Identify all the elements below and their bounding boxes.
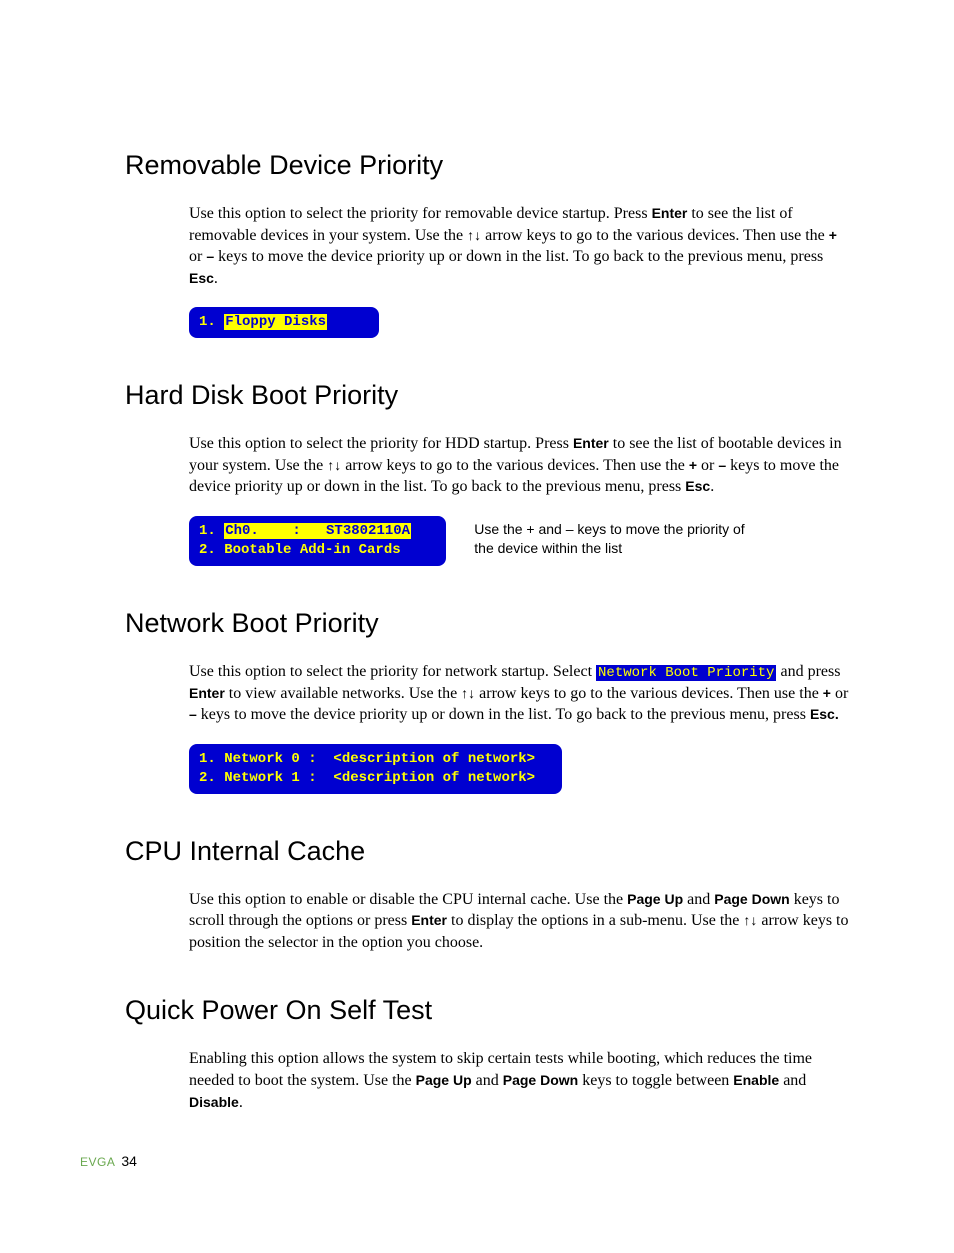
- text: arrow keys to go to the various devices.…: [341, 457, 689, 474]
- inline-label-network: Network Boot Priority: [596, 665, 776, 681]
- key-enter: Enter: [573, 435, 609, 451]
- bios-item-selected: Floppy Disks: [224, 314, 327, 330]
- bios-line2: 2. Bootable Add-in Cards: [199, 542, 401, 558]
- bios-pad: [327, 314, 369, 330]
- bios-item-selected: Ch0. : ST3802110A: [224, 523, 411, 539]
- key-esc: Esc: [685, 478, 710, 494]
- key-minus: –: [718, 457, 726, 473]
- text: or: [697, 457, 718, 474]
- section-removable: Removable Device Priority Use this optio…: [125, 150, 854, 338]
- key-plus: +: [829, 227, 837, 243]
- heading-removable: Removable Device Priority: [125, 150, 854, 181]
- bios-line1: 1. Network 0 : <description of network>: [199, 751, 552, 767]
- text: arrow keys to go to the various devices.…: [481, 227, 829, 244]
- para-removable: Use this option to select the priority f…: [189, 203, 854, 289]
- footer-page: 34: [121, 1153, 137, 1169]
- text: Use this option to select the priority f…: [189, 435, 573, 452]
- key-plus: +: [823, 685, 831, 701]
- text: and: [683, 891, 714, 908]
- bios-pad: [411, 523, 436, 539]
- footer: EVGA 34: [80, 1153, 854, 1193]
- text: or: [831, 685, 848, 702]
- text: Use this option to select the priority f…: [189, 205, 652, 222]
- heading-qpost: Quick Power On Self Test: [125, 995, 854, 1026]
- text: and: [779, 1072, 806, 1089]
- key-enter: Enter: [189, 685, 225, 701]
- para-qpost: Enabling this option allows the system t…: [189, 1048, 854, 1113]
- key-pgup: Page Up: [627, 891, 683, 907]
- bios-line2: 2. Network 1 : <description of network>: [199, 770, 535, 786]
- key-minus: –: [189, 706, 197, 722]
- key-pgdn: Page Down: [503, 1072, 578, 1088]
- key-arrows: ↑↓: [461, 685, 475, 701]
- key-minus: –: [206, 248, 214, 264]
- section-qpost: Quick Power On Self Test Enabling this o…: [125, 995, 854, 1113]
- key-arrows: ↑↓: [327, 457, 341, 473]
- key-arrows: ↑↓: [743, 912, 757, 928]
- text: .: [239, 1094, 243, 1111]
- text: keys to move the device priority up or d…: [214, 248, 823, 265]
- text: to view available networks. Use the: [225, 685, 461, 702]
- key-pgup: Page Up: [416, 1072, 472, 1088]
- bios-box-hdd: 1. Ch0. : ST3802110A 2. Bootable Add-in …: [189, 516, 446, 566]
- section-hdd: Hard Disk Boot Priority Use this option …: [125, 380, 854, 566]
- text: keys to move the device priority up or d…: [197, 706, 810, 723]
- text: or: [189, 248, 206, 265]
- key-esc: Esc: [189, 270, 214, 286]
- section-cpu: CPU Internal Cache Use this option to en…: [125, 836, 854, 954]
- para-cpu: Use this option to enable or disable the…: [189, 889, 854, 954]
- para-hdd: Use this option to select the priority f…: [189, 433, 854, 498]
- key-disable: Disable: [189, 1094, 239, 1110]
- key-arrows: ↑↓: [467, 227, 481, 243]
- bios-prefix: 1.: [199, 314, 224, 330]
- heading-cpu: CPU Internal Cache: [125, 836, 854, 867]
- key-enter: Enter: [652, 205, 688, 221]
- key-plus: +: [689, 457, 697, 473]
- bios-box-removable: 1. Floppy Disks: [189, 307, 379, 338]
- text: Use this option to select the priority f…: [189, 663, 596, 680]
- key-enter: Enter: [411, 912, 447, 928]
- side-note-hdd: Use the + and – keys to move the priorit…: [474, 520, 764, 558]
- section-network: Network Boot Priority Use this option to…: [125, 608, 854, 794]
- text: and press: [776, 663, 840, 680]
- heading-hdd: Hard Disk Boot Priority: [125, 380, 854, 411]
- footer-brand: EVGA: [80, 1155, 115, 1169]
- text: to display the options in a sub-menu. Us…: [447, 912, 743, 929]
- key-pgdn: Page Down: [714, 891, 789, 907]
- heading-network: Network Boot Priority: [125, 608, 854, 639]
- page-content: Removable Device Priority Use this optio…: [0, 0, 954, 1253]
- key-enable: Enable: [733, 1072, 779, 1088]
- text: keys to toggle between: [578, 1072, 733, 1089]
- text: .: [214, 270, 218, 287]
- text: .: [710, 478, 714, 495]
- bios-box-network: 1. Network 0 : <description of network> …: [189, 744, 562, 794]
- text: arrow keys to go to the various devices.…: [475, 685, 823, 702]
- key-esc: Esc.: [810, 706, 839, 722]
- bios-prefix: 1.: [199, 523, 224, 539]
- text: and: [472, 1072, 503, 1089]
- text: Use this option to enable or disable the…: [189, 891, 627, 908]
- row-hdd-bios: 1. Ch0. : ST3802110A 2. Bootable Add-in …: [125, 516, 854, 566]
- para-network: Use this option to select the priority f…: [189, 661, 854, 726]
